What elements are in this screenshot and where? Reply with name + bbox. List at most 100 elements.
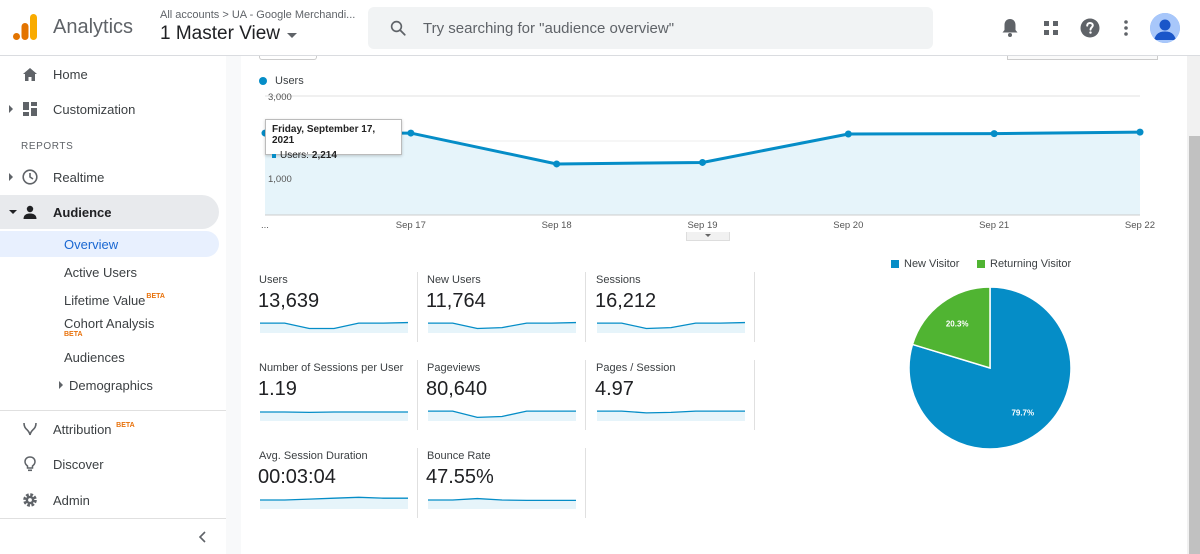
metric-label: Pageviews [427, 362, 481, 374]
cut-off-granularity-buttons[interactable] [1007, 56, 1158, 60]
metric-value: 4.97 [595, 378, 634, 400]
view-selector[interactable]: 1 Master View [160, 23, 298, 45]
metric-label: New Users [427, 274, 481, 286]
legend-swatch [891, 260, 899, 268]
sidebar-subitem-overview[interactable]: Overview [0, 231, 219, 257]
search-bar[interactable] [368, 7, 933, 49]
sidebar-item-home[interactable]: Home [0, 57, 219, 91]
y-tick-label: 1,000 [268, 174, 292, 185]
tooltip-date: Friday, September 17, 2021 [272, 124, 376, 146]
visitor-type-pie-chart: 79.7% 20.3% [908, 286, 1072, 450]
sidebar-gutter [226, 56, 241, 554]
metric-value: 16,212 [595, 290, 657, 312]
sparkline-line [428, 321, 576, 330]
metric-divider [754, 360, 755, 430]
metric-card[interactable]: Pages / Session 4.97 [595, 362, 763, 430]
sparkline-line [597, 321, 745, 330]
search-input[interactable] [423, 19, 903, 37]
metric-card[interactable]: Pageviews 80,640 [426, 362, 594, 430]
legend-label: Users [275, 75, 304, 87]
sparkline-fill [428, 411, 576, 421]
metric-value: 00:03:04 [258, 466, 336, 488]
sidebar-subitem-label: Overview [64, 236, 119, 252]
metric-card[interactable]: Sessions 16,212 [595, 274, 763, 342]
collapse-sidebar-icon[interactable] [195, 529, 211, 545]
metric-value: 13,639 [258, 290, 320, 312]
sidebar-subitem-audiences[interactable]: Audiences [0, 344, 219, 370]
sidebar-subitem-demographics[interactable]: Demographics [0, 372, 219, 398]
sidebar-item-customization[interactable]: Customization [0, 92, 219, 126]
metric-card[interactable]: New Users 11,764 [426, 274, 594, 342]
expand-arrow-icon [9, 105, 13, 113]
metric-sparkline [428, 497, 576, 509]
x-tick-label: Sep 22 [1125, 220, 1155, 231]
help-icon[interactable] [1078, 16, 1102, 40]
sidebar-item-audience[interactable]: Audience [0, 195, 219, 229]
metric-card[interactable]: Users 13,639 [258, 274, 426, 342]
metric-label: Pages / Session [596, 362, 676, 374]
avatar[interactable] [1150, 13, 1180, 43]
sidebar-item-admin[interactable]: Admin [0, 483, 219, 517]
metric-card[interactable]: Number of Sessions per User 1.19 [258, 362, 426, 430]
metric-label: Users [259, 274, 288, 286]
metric-card[interactable]: Avg. Session Duration 00:03:04 [258, 450, 426, 518]
search-icon [390, 20, 406, 36]
sidebar-subitem-cohort-analysis[interactable]: Cohort Analysis BETA [0, 311, 219, 339]
metric-sparkline [597, 321, 745, 333]
main-content: Users 3,000 1,000... Sep 17 Sep 18 Sep 19 Sep… [241, 56, 1187, 554]
metric-label: Number of Sessions per User [259, 362, 404, 374]
lightbulb-icon [22, 456, 38, 472]
metric-sparkline [428, 321, 576, 333]
sparkline-fill [597, 411, 745, 421]
metric-divider [754, 272, 755, 342]
sidebar-subitem-lifetime-value[interactable]: Lifetime ValueBETA [0, 287, 219, 313]
metric-divider [585, 272, 586, 342]
sparkline-line [260, 496, 408, 501]
legend-dot [259, 77, 267, 85]
apps-grid-icon[interactable] [1039, 16, 1063, 40]
sidebar-item-realtime[interactable]: Realtime [0, 160, 219, 194]
beta-badge: BETA [116, 421, 135, 429]
data-point [699, 158, 706, 166]
x-tick-label: Sep 21 [979, 220, 1009, 231]
sidebar-item-label: Home [53, 66, 88, 82]
sparkline-line [428, 497, 576, 502]
data-point [407, 129, 415, 137]
y-tick-label: 3,000 [268, 92, 292, 103]
users-area-fill [265, 132, 1140, 215]
home-icon [22, 66, 38, 82]
sparkline-fill [428, 498, 576, 509]
metric-sparkline [428, 410, 576, 421]
metric-value: 80,640 [426, 378, 488, 400]
reports-section-header: REPORTS [21, 141, 74, 152]
bell-icon[interactable] [998, 16, 1022, 40]
cut-off-dropdown[interactable] [259, 56, 317, 60]
sidebar-divider [0, 410, 226, 411]
person-icon [22, 204, 38, 220]
sidebar-subitem-active-users[interactable]: Active Users [0, 259, 219, 285]
metric-value: 11,764 [426, 290, 486, 312]
app-title: Analytics [53, 16, 134, 38]
metric-sparkline [260, 321, 408, 333]
metric-card[interactable]: Bounce Rate 47.55% [426, 450, 594, 518]
pie-legend-item: Returning Visitor [977, 258, 1071, 270]
metric-divider [417, 360, 418, 430]
scrollbar-thumb[interactable] [1189, 136, 1200, 554]
sidebar-subitem-label: Cohort Analysis [64, 316, 155, 331]
expand-arrow-icon [59, 381, 63, 389]
sidebar-item-discover[interactable]: Discover [0, 447, 219, 481]
data-point [990, 130, 998, 138]
data-point [1136, 128, 1144, 136]
account-breadcrumb[interactable]: All accounts > UA - Google Merchandi... [160, 9, 356, 21]
metric-label: Sessions [596, 274, 641, 286]
sparkline-line [260, 321, 408, 330]
chart-expand-toggle[interactable] [686, 232, 730, 241]
sidebar-item-attribution[interactable]: Attribution BETA [0, 412, 219, 446]
more-vert-icon[interactable] [1114, 16, 1138, 40]
data-point [553, 160, 561, 168]
metric-sparkline [597, 410, 745, 421]
sparkline-fill [260, 497, 408, 509]
x-tick-label: Sep 20 [833, 220, 863, 231]
sidebar-item-label: Admin [53, 492, 90, 508]
sidebar-divider [0, 518, 226, 519]
